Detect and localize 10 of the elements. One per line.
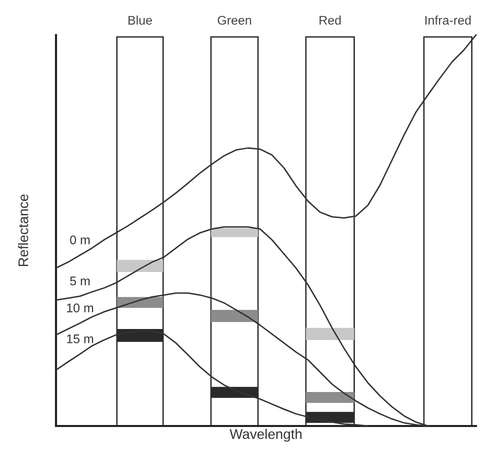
text: Green bbox=[218, 16, 252, 25]
x-axis-title: Wavelength bbox=[230, 428, 302, 442]
legend-label: 15 m bbox=[67, 334, 94, 344]
text: Infra-red bbox=[425, 16, 471, 25]
text: Blue bbox=[128, 16, 152, 25]
series-label: 10 m bbox=[67, 304, 94, 312]
text: Red bbox=[320, 16, 341, 25]
series-label: 0 m bbox=[70, 235, 90, 244]
series-label: 5 m bbox=[70, 276, 90, 286]
y-axis-title: Reflectance bbox=[18, 194, 28, 266]
